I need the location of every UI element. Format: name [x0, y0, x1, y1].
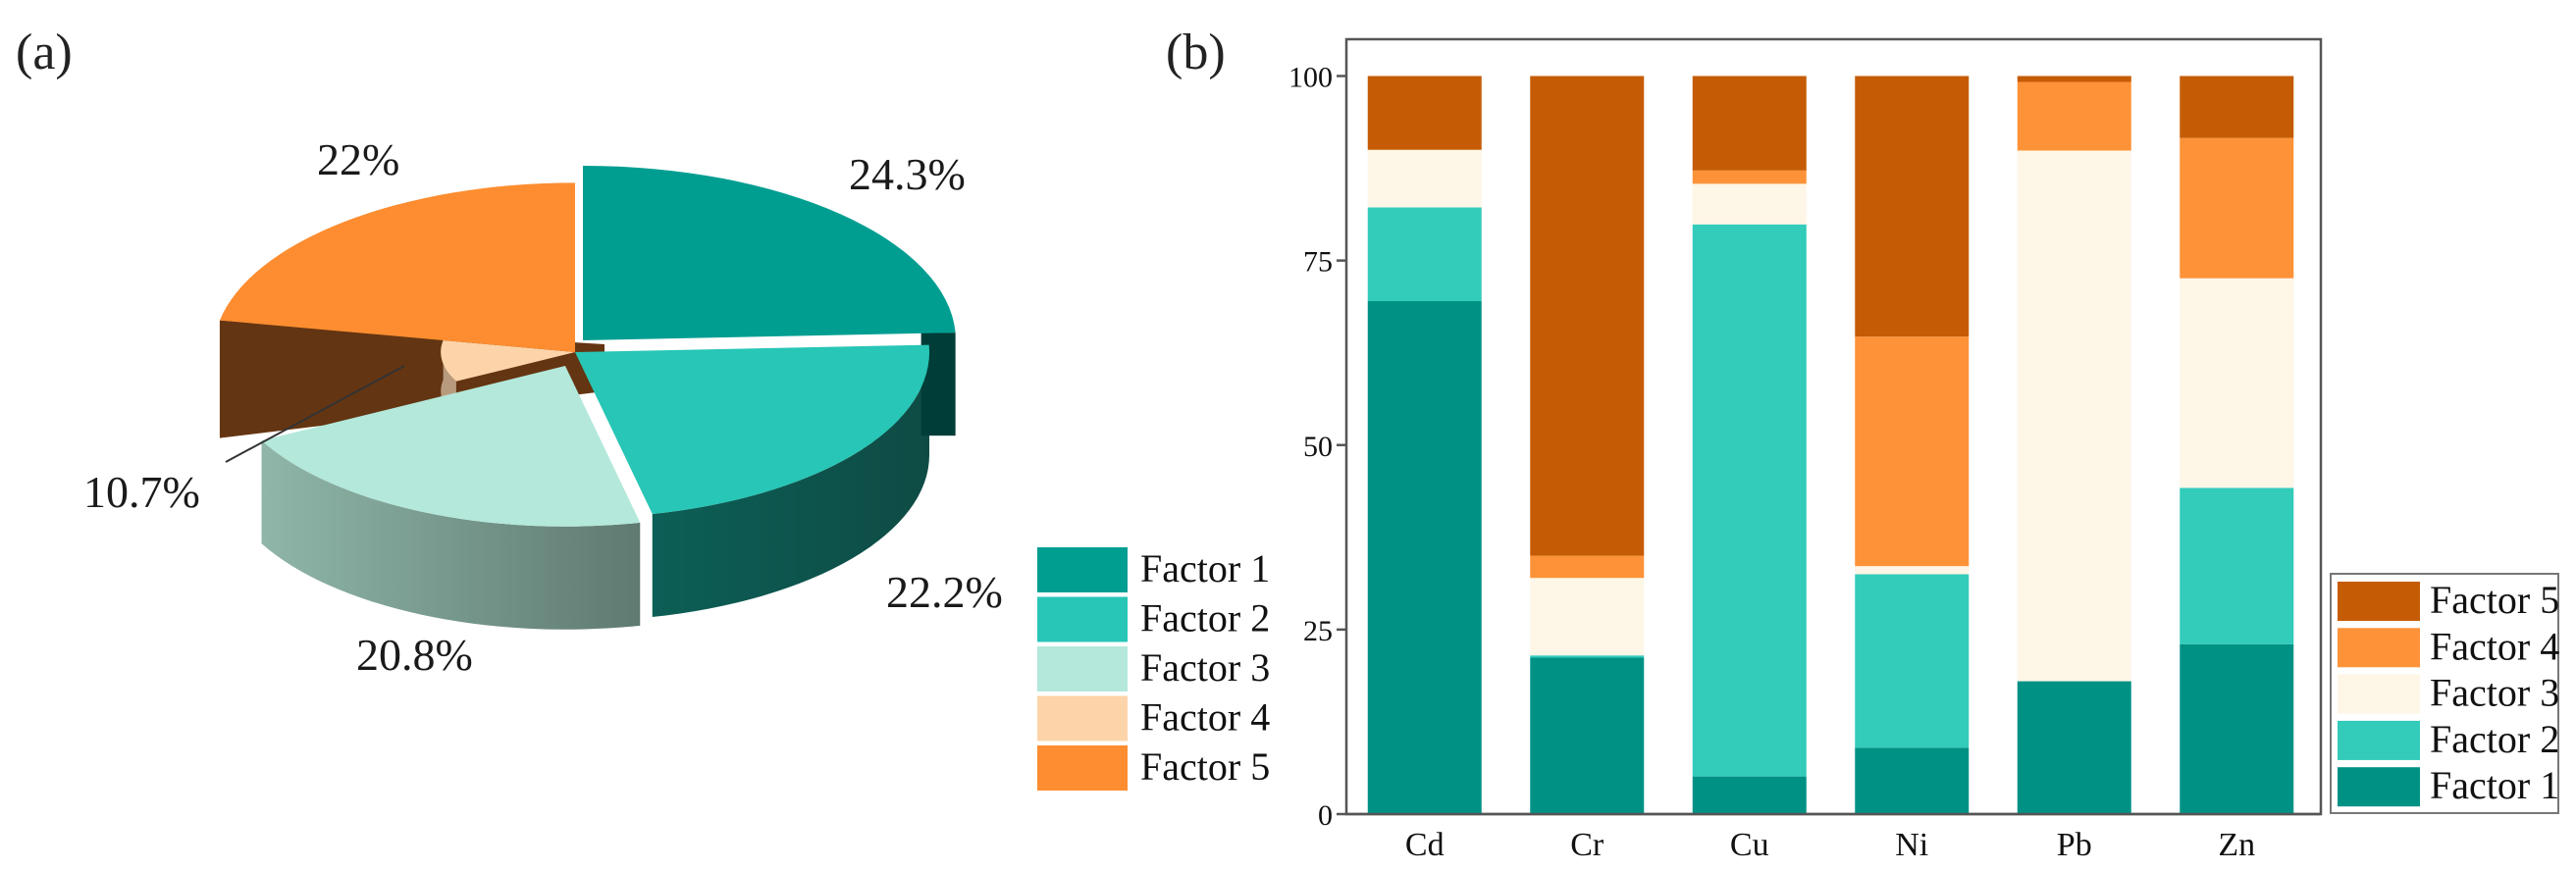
bar-zn-factor-4 — [2180, 137, 2294, 279]
pie-slice-factor-3 — [261, 366, 641, 527]
bar-legend-label-factor-5: Factor 5 — [2430, 578, 2559, 622]
bar-pb-factor-1 — [2017, 681, 2131, 814]
bar-cr-factor-5 — [1530, 76, 1645, 556]
pie-label-factor-2: 22.2% — [886, 567, 1003, 617]
bar-legend-label-factor-2: Factor 2 — [2430, 717, 2559, 761]
legend-swatch-factor-2 — [1037, 596, 1128, 642]
pie-slice-factor-3-side — [261, 440, 641, 630]
bar-pb-factor-4 — [2017, 81, 2131, 151]
x-tick-label-pb: Pb — [2057, 827, 2092, 863]
bar-cu-factor-1 — [1692, 776, 1807, 814]
bar-legend-swatch-factor-5 — [2338, 582, 2420, 621]
bar-cu-factor-4 — [1692, 170, 1807, 184]
pie-slice-factor-5 — [219, 182, 575, 352]
x-tick-label-cd: Cd — [1405, 827, 1445, 863]
bar-legend-swatch-factor-4 — [2338, 628, 2420, 668]
pie-label-factor-5: 22% — [317, 134, 399, 184]
bar-legend-swatch-factor-2 — [2338, 720, 2420, 760]
bar-legend-swatch-factor-1 — [2338, 767, 2420, 807]
bar-zn-factor-5 — [2180, 76, 2294, 138]
bar-legend-label-factor-3: Factor 3 — [2430, 671, 2559, 715]
x-tick-label-cu: Cu — [1730, 827, 1769, 863]
pie-chart: 24.3% 22.2% 20.8% 10.7% 22% — [83, 134, 1003, 680]
legend-label-factor-4: Factor 4 — [1140, 695, 1270, 740]
bar-legend-swatch-factor-3 — [2338, 674, 2420, 714]
legend-swatch-factor-3 — [1037, 646, 1128, 691]
bar-legend-label-factor-1: Factor 1 — [2430, 763, 2559, 807]
bar-zn-factor-2 — [2180, 487, 2294, 644]
x-tick-label-zn: Zn — [2218, 827, 2255, 863]
y-tick-label: 0 — [1318, 799, 1333, 832]
bar-cu-factor-3 — [1692, 183, 1807, 225]
bar-ni-factor-1 — [1855, 747, 1970, 814]
pie-slice-factor-2-side — [652, 352, 929, 618]
factor-4-leader-line — [225, 365, 405, 463]
pie-slice-factor-2 — [575, 344, 929, 515]
legend-swatch-factor-5 — [1037, 745, 1128, 791]
legend-label-factor-1: Factor 1 — [1140, 546, 1270, 590]
bar-ni-factor-2 — [1855, 574, 1970, 748]
legend-label-factor-5: Factor 5 — [1140, 744, 1270, 789]
x-tick-label-ni: Ni — [1895, 827, 1928, 863]
pie-slice-factor-4 — [441, 339, 575, 382]
bar-cd-factor-2 — [1367, 207, 1482, 302]
pie-label-factor-1: 24.3% — [849, 149, 966, 199]
pie-slice-factor-1 — [583, 166, 956, 340]
bar-cu-factor-5 — [1692, 76, 1807, 171]
legend-label-factor-2: Factor 2 — [1140, 596, 1270, 640]
stacked-bar-chart: 0 25 50 75 100 Cd Cr Cu Ni Pb Zn — [1288, 37, 2323, 863]
panel-b-label: (b) — [1166, 25, 1226, 80]
bar-legend-label-factor-4: Factor 4 — [2430, 624, 2559, 668]
bar-ni-factor-3 — [1855, 566, 1970, 575]
y-tick-label: 50 — [1303, 431, 1333, 463]
bar-cr-factor-4 — [1530, 555, 1645, 579]
pie-label-factor-3: 20.8% — [356, 630, 473, 680]
pie-label-factor-4: 10.7% — [83, 467, 200, 517]
bar-cd-factor-3 — [1367, 149, 1482, 208]
plot-frame — [1344, 37, 2323, 816]
bar-cr-factor-1 — [1530, 657, 1645, 814]
legend-swatch-factor-4 — [1037, 695, 1128, 742]
bar-ni-factor-5 — [1855, 76, 1970, 337]
bar-cu-factor-2 — [1692, 224, 1807, 777]
bar-zn-factor-3 — [2180, 278, 2294, 488]
legend-label-factor-3: Factor 3 — [1140, 645, 1270, 690]
bar-zn-factor-1 — [2180, 643, 2294, 814]
bar-cd-factor-5 — [1367, 76, 1482, 150]
bar-cr-factor-2 — [1530, 655, 1645, 658]
y-tick-label: 75 — [1303, 246, 1333, 279]
bar-ni-factor-4 — [1855, 336, 1970, 567]
bar-cr-factor-3 — [1530, 578, 1645, 656]
x-tick-label-cr: Cr — [1570, 827, 1604, 863]
legend-swatch-factor-1 — [1037, 547, 1128, 592]
y-tick-label: 25 — [1303, 615, 1333, 647]
y-tick-label: 100 — [1288, 62, 1333, 94]
panel-a-label: (a) — [16, 25, 73, 80]
bar-cd-factor-1 — [1367, 301, 1482, 814]
bar-pb-factor-3 — [2017, 150, 2131, 682]
bar-pb-factor-5 — [2017, 76, 2131, 82]
